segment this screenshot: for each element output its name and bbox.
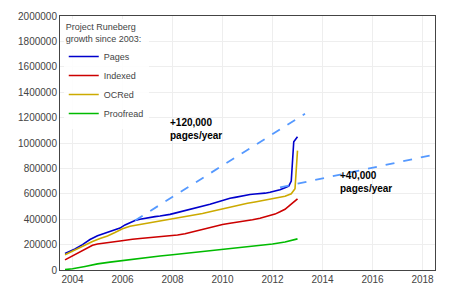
svg-text:2006: 2006 [111, 274, 134, 285]
svg-text:2008: 2008 [161, 274, 184, 285]
svg-text:2010: 2010 [211, 274, 234, 285]
svg-text:+40,000pages/year: +40,000pages/year [340, 170, 392, 194]
svg-text:2016: 2016 [361, 274, 384, 285]
svg-text:0: 0 [51, 265, 57, 276]
svg-text:1600000: 1600000 [18, 61, 57, 72]
svg-text:1000000: 1000000 [18, 138, 57, 149]
svg-text:800000: 800000 [24, 163, 58, 174]
svg-text:2004: 2004 [61, 274, 84, 285]
svg-text:2018: 2018 [411, 274, 434, 285]
svg-text:Indexed: Indexed [104, 71, 136, 81]
svg-text:OCRed: OCRed [104, 90, 134, 100]
svg-text:600000: 600000 [24, 188, 58, 199]
svg-text:+120,000pages/year: +120,000pages/year [170, 117, 222, 141]
svg-text:400000: 400000 [24, 214, 58, 225]
svg-text:Project Runeberggrowth since 2: Project Runeberggrowth since 2003: [66, 22, 142, 44]
svg-text:1800000: 1800000 [18, 36, 57, 47]
svg-text:2000000: 2000000 [18, 11, 57, 22]
svg-text:1400000: 1400000 [18, 87, 57, 98]
svg-text:Proofread: Proofread [104, 109, 144, 119]
svg-text:2012: 2012 [261, 274, 284, 285]
svg-text:2014: 2014 [311, 274, 334, 285]
svg-text:Pages: Pages [104, 52, 130, 62]
svg-text:1200000: 1200000 [18, 112, 57, 123]
svg-text:200000: 200000 [24, 239, 58, 250]
